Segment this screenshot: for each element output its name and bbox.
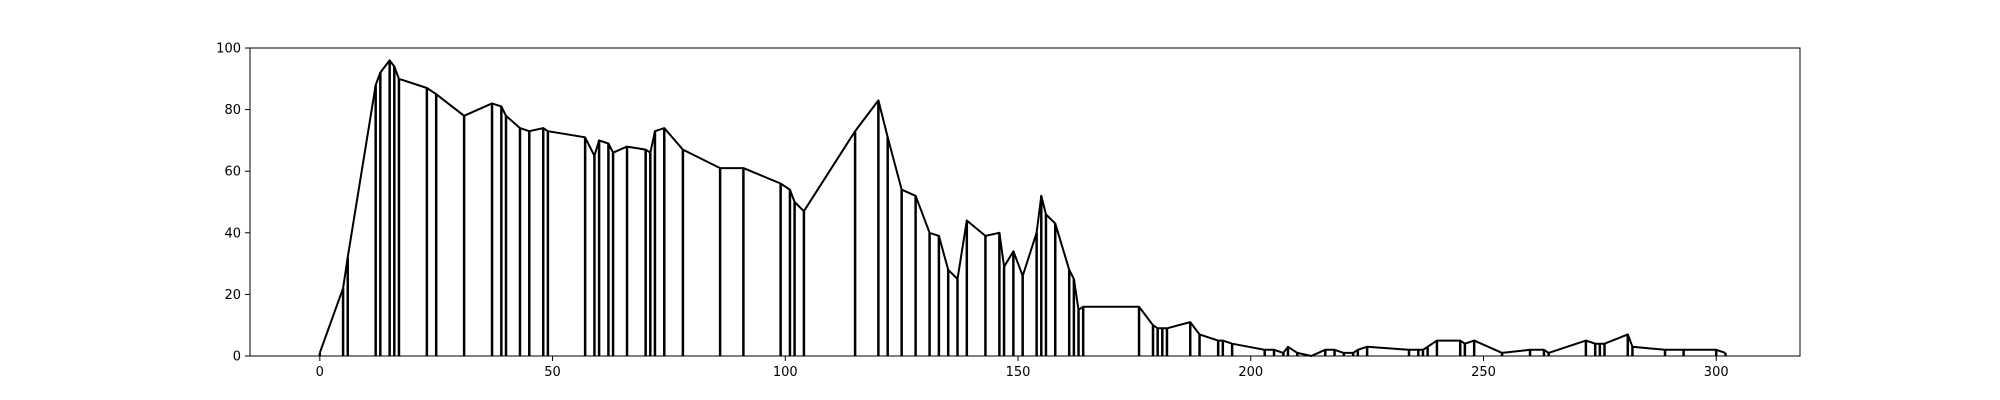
y-axis: 0 20 40 60 80 100 [216,42,250,365]
x-tick-label-4: 200 [1238,365,1263,380]
x-tick-label-2: 100 [773,365,798,380]
x-tick-label-6: 300 [1704,365,1729,380]
x-tick-label-0: 0 [316,365,324,380]
y-tick-label-2: 40 [224,226,241,241]
axes-frame [249,47,1801,357]
y-tick-label-3: 60 [224,165,241,180]
x-tick-label-5: 250 [1471,365,1496,380]
plot-area [318,59,1727,357]
x-tick-label-1: 50 [544,365,561,380]
y-tick-label-0: 0 [233,350,241,365]
x-axis: 0 50 100 150 200 250 300 [316,356,1729,380]
x-tick-label-3: 150 [1006,365,1031,380]
y-tick-label-5: 100 [216,42,241,57]
y-tick-label-4: 80 [224,103,241,118]
series-line-0 [318,59,1726,357]
y-tick-label-1: 20 [224,288,241,303]
